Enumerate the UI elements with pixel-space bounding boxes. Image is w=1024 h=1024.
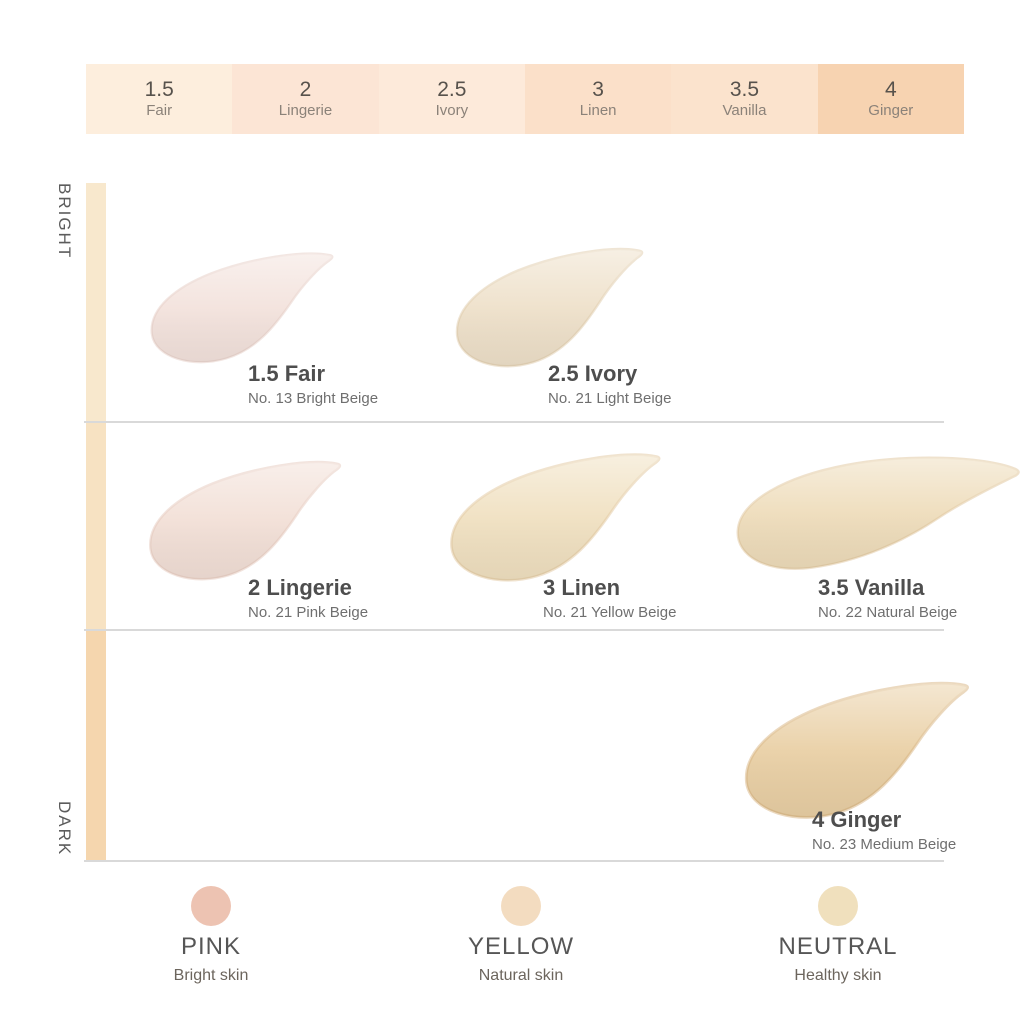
shade-subtitle: No. 13 Bright Beige — [248, 390, 379, 408]
shade-label-lingerie: 2 Lingerie No. 21 Pink Beige — [248, 575, 369, 622]
shade-label-vanilla: 3.5 Vanilla No. 22 Natural Beige — [818, 575, 958, 622]
undertone-dot-neutral — [818, 886, 858, 926]
row-divider — [84, 421, 944, 423]
scale-name: Linen — [579, 102, 617, 120]
swatch-ivory — [445, 241, 650, 379]
scale-segment-vanilla: 3.5 Vanilla — [671, 64, 818, 134]
row-divider — [84, 629, 944, 631]
shade-title: 2.5 Ivory — [548, 361, 638, 386]
legend-sublabel: Bright skin — [173, 967, 249, 985]
smear-gloss — [456, 249, 643, 367]
smear-gloss — [151, 253, 333, 363]
scale-number: 1.5 — [144, 78, 174, 102]
smear-gloss — [451, 454, 660, 581]
scale-segment-ivory: 2.5 Ivory — [378, 64, 525, 134]
scale-segment-fair: 1.5 Fair — [86, 64, 233, 134]
shade-label-ivory: 2.5 Ivory No. 21 Light Beige — [548, 361, 672, 408]
legend-sublabel: Healthy skin — [794, 967, 882, 985]
swatch-lingerie — [138, 454, 348, 592]
scale-name: Vanilla — [722, 102, 767, 120]
shade-label-linen: 3 Linen No. 21 Yellow Beige — [543, 575, 677, 622]
swatch-linen — [438, 446, 668, 594]
shade-title: 2 Lingerie — [248, 575, 352, 600]
shade-title: 4 Ginger — [812, 807, 902, 832]
axis-label-bright: BRIGHT — [55, 183, 74, 260]
shade-subtitle: No. 22 Natural Beige — [818, 604, 958, 622]
shade-title: 3 Linen — [543, 575, 621, 600]
shade-subtitle: No. 23 Medium Beige — [812, 836, 957, 854]
undertone-dot-pink — [191, 886, 231, 926]
brightness-bar-middle — [86, 421, 106, 630]
axis-label-dark: DARK — [55, 801, 74, 857]
shade-label-ginger: 4 Ginger No. 23 Medium Beige — [812, 807, 957, 854]
shade-title: 3.5 Vanilla — [818, 575, 925, 600]
swatch-fair — [140, 246, 340, 374]
scale-name: Ginger — [868, 102, 914, 120]
scale-number: 2 — [299, 78, 312, 102]
scale-name: Lingerie — [278, 102, 333, 120]
scale-number: 3.5 — [729, 78, 760, 102]
shade-scale-bar: 1.5 Fair 2 Lingerie 2.5 Ivory 3 Linen 3.… — [86, 64, 964, 134]
scale-name: Fair — [146, 102, 173, 120]
shade-label-fair: 1.5 Fair No. 13 Bright Beige — [248, 361, 379, 408]
smear-gloss — [150, 462, 340, 580]
legend-label: YELLOW — [467, 933, 575, 960]
smear-gloss — [737, 457, 1019, 569]
scale-number: 3 — [592, 78, 604, 102]
scale-segment-linen: 3 Linen — [524, 64, 672, 134]
swatch-ginger — [732, 674, 977, 832]
row-divider — [84, 860, 944, 862]
scale-name: Ivory — [435, 102, 469, 120]
shade-title: 1.5 Fair — [248, 361, 326, 386]
swatch-vanilla — [728, 452, 1023, 592]
shade-subtitle: No. 21 Light Beige — [548, 390, 672, 408]
scale-number: 2.5 — [437, 78, 467, 102]
smear-gloss — [746, 683, 968, 818]
scale-number: 4 — [884, 78, 897, 102]
scale-segment-lingerie: 2 Lingerie — [232, 64, 379, 134]
legend-pink: PINK Bright skin — [111, 886, 311, 985]
legend-yellow: YELLOW Natural skin — [421, 886, 621, 985]
shade-subtitle: No. 21 Pink Beige — [248, 604, 369, 622]
legend-neutral: NEUTRAL Healthy skin — [738, 886, 938, 985]
legend-sublabel: Natural skin — [478, 967, 564, 985]
brightness-bar-top — [86, 183, 106, 421]
scale-segment-ginger: 4 Ginger — [817, 64, 964, 134]
undertone-dot-yellow — [501, 886, 541, 926]
brightness-bar-bottom — [86, 630, 106, 861]
legend-label: PINK — [180, 933, 241, 960]
shade-subtitle: No. 21 Yellow Beige — [543, 604, 677, 622]
legend-label: NEUTRAL — [778, 933, 898, 960]
